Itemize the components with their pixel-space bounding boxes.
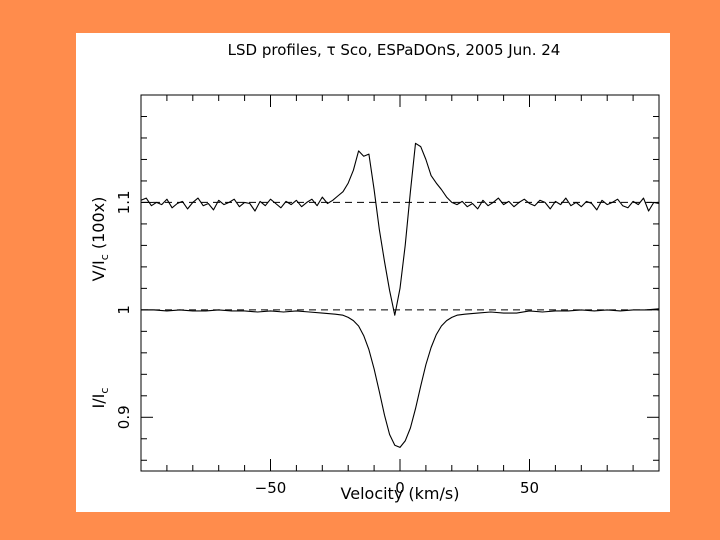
lsd-profile-chart: LSD profiles, τ Sco, ESPaDOnS, 2005 Jun.… [89,41,660,503]
x-tick-label: 0 [395,479,405,497]
y-axis-label-lower: I/Ic [89,388,111,409]
x-tick-label: 50 [520,479,539,497]
y-tick-label-group: 1.1 [115,190,133,214]
chart-title: LSD profiles, τ Sco, ESPaDOnS, 2005 Jun.… [228,41,561,59]
y-axis-label-upper: V/Ic (100x) [89,197,111,282]
x-axis-label: Velocity (km/s) [341,484,460,503]
stokes-v-profile-line [140,142,660,316]
y-tick-label: 0.9 [115,405,133,429]
y-tick-label: 1 [115,305,133,315]
x-tick-label: −50 [255,479,287,497]
plot-frame [140,94,660,472]
stokes-i-profile-line [141,308,660,448]
y-tick-label-group: 0.9 [115,405,133,429]
y-tick-label: 1.1 [115,190,133,214]
y-tick-label-group: 1 [115,305,133,315]
chart-panel: LSD profiles, τ Sco, ESPaDOnS, 2005 Jun.… [76,33,670,512]
